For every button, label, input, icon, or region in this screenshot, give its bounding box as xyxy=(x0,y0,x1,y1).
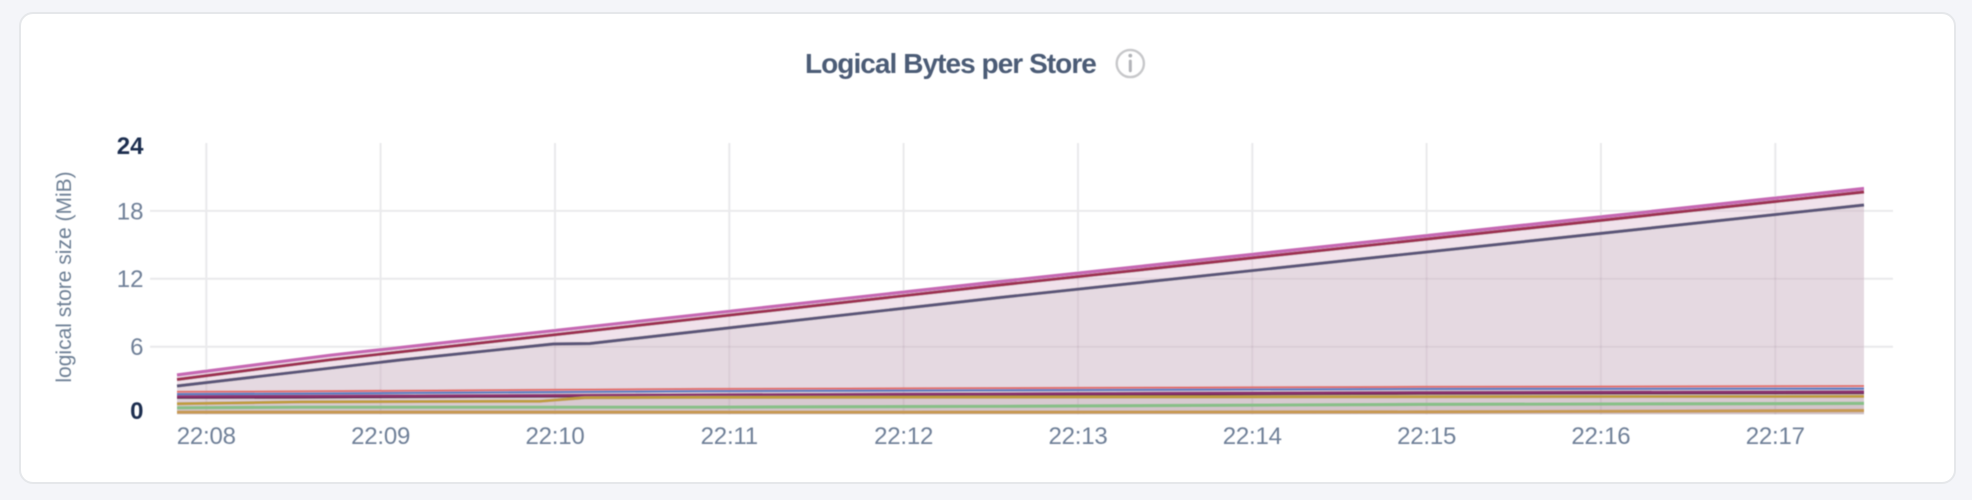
svg-text:22:14: 22:14 xyxy=(1223,423,1282,450)
svg-text:22:15: 22:15 xyxy=(1397,423,1456,450)
svg-text:22:13: 22:13 xyxy=(1048,423,1107,450)
svg-text:22:09: 22:09 xyxy=(351,423,410,450)
svg-text:0: 0 xyxy=(130,398,143,425)
svg-text:22:16: 22:16 xyxy=(1571,423,1630,450)
svg-text:Logical Bytes per Store: Logical Bytes per Store xyxy=(805,48,1096,79)
svg-text:6: 6 xyxy=(130,334,143,361)
svg-text:22:12: 22:12 xyxy=(874,423,933,450)
svg-text:22:11: 22:11 xyxy=(701,423,758,450)
svg-text:22:08: 22:08 xyxy=(177,423,236,450)
svg-text:12: 12 xyxy=(117,266,144,293)
svg-text:22:10: 22:10 xyxy=(525,423,584,450)
svg-text:18: 18 xyxy=(117,198,144,225)
svg-text:24: 24 xyxy=(117,133,144,160)
svg-text:22:17: 22:17 xyxy=(1746,423,1805,450)
svg-text:logical store size (MiB): logical store size (MiB) xyxy=(53,171,76,382)
